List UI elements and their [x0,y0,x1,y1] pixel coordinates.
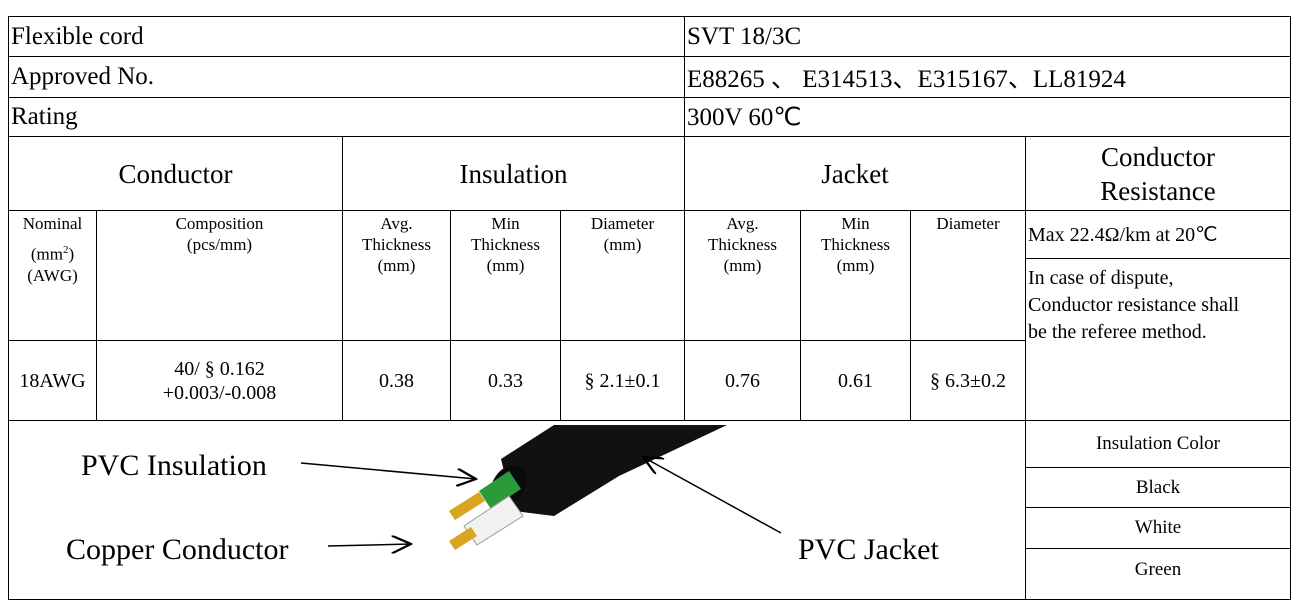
arrow [643,457,781,533]
cell: 18AWG [8,340,97,421]
diagram-cell: PVC Insulation Copper Conductor PVC Jack… [8,420,1026,600]
subheader-text: (mm) [837,255,875,276]
spec-value: SVT 18/3C [684,16,1291,57]
cell: 0.38 [342,340,451,421]
spec-label: Approved No. [8,56,685,98]
resistance-max: Max 22.4Ω/km at 20℃ [1025,210,1291,259]
subheader-text: Thickness [362,234,431,255]
subheader-text: (mm) [378,255,416,276]
subheader-text: Composition [176,213,264,234]
subheader-text: Thickness [471,234,540,255]
cell: 0.33 [450,340,561,421]
subheader-text: ) [68,245,74,264]
cell: § 6.3±0.2 [910,340,1026,421]
subheader-text: Nominal [23,213,83,234]
cable-diagram: PVC Insulation Copper Conductor PVC Jack… [9,421,1025,601]
subheader-text: (mm) [604,234,642,255]
spec-value: 300V 60℃ [684,97,1291,137]
cell-text: +0.003/-0.008 [163,381,277,405]
subheader-text: Avg. [380,213,412,234]
subheader-text: (pcs/mm) [187,234,252,255]
subheader: Min Thickness (mm) [450,210,561,341]
cell-text: 40/ § 0.162 [174,357,265,381]
spec-label: Flexible cord [8,16,685,57]
cell: 0.61 [800,340,911,421]
color-item: Black [1025,467,1291,508]
subheader: Composition (pcs/mm) [96,210,343,341]
cell: 40/ § 0.162 +0.003/-0.008 [96,340,343,421]
spec-label: Rating [8,97,685,137]
jacket [501,425,727,516]
subheader: Min Thickness (mm) [800,210,911,341]
group-header: Conductor [8,136,343,211]
group-header: Jacket [684,136,1026,211]
label: Copper Conductor [66,533,288,566]
subheader-text: (mm2) [31,234,74,265]
label: PVC Insulation [81,449,267,482]
subheader-text: Diameter [591,213,654,234]
copper [449,527,477,550]
subheader: Diameter [910,210,1026,341]
page: Flexible cord SVT 18/3C Approved No. E88… [0,0,1298,593]
subheader-text: Diameter [936,213,999,234]
subheader-text: (AWG) [27,265,78,286]
arrow [301,463,476,479]
subheader-text: (mm) [487,255,525,276]
subheader-text: Min [841,213,869,234]
subheader-text: Min [491,213,519,234]
subheader-text: (mm [31,245,63,264]
color-header: Insulation Color [1025,420,1291,468]
color-item: Green [1025,548,1291,600]
group-header: Insulation [342,136,685,211]
resistance-note: In case of dispute, Conductor resistance… [1025,258,1291,421]
subheader: Avg. Thickness (mm) [684,210,801,341]
subheader-text: Avg. [726,213,758,234]
label: PVC Jacket [798,533,939,566]
subheader: Nominal (mm2) (AWG) [8,210,97,341]
group-header: Conductor Resistance [1025,136,1291,211]
color-item: White [1025,507,1291,549]
subheader: Diameter (mm) [560,210,685,341]
subheader-text: (mm) [724,255,762,276]
subheader-text: Thickness [708,234,777,255]
subheader-text: Thickness [821,234,890,255]
arrow [328,544,411,546]
cell: 0.76 [684,340,801,421]
subheader: Avg. Thickness (mm) [342,210,451,341]
cell: § 2.1±0.1 [560,340,685,421]
spec-value: E88265 、 E314513、E315167、LL81924 [684,56,1291,98]
